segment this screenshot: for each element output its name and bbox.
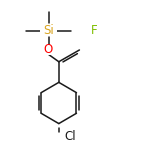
Text: O: O: [44, 44, 53, 56]
Text: Si: Si: [43, 24, 54, 37]
FancyBboxPatch shape: [43, 45, 54, 55]
FancyBboxPatch shape: [40, 26, 57, 36]
FancyBboxPatch shape: [62, 132, 79, 142]
FancyBboxPatch shape: [88, 26, 100, 36]
Text: Cl: Cl: [65, 130, 76, 143]
Text: F: F: [91, 24, 98, 37]
